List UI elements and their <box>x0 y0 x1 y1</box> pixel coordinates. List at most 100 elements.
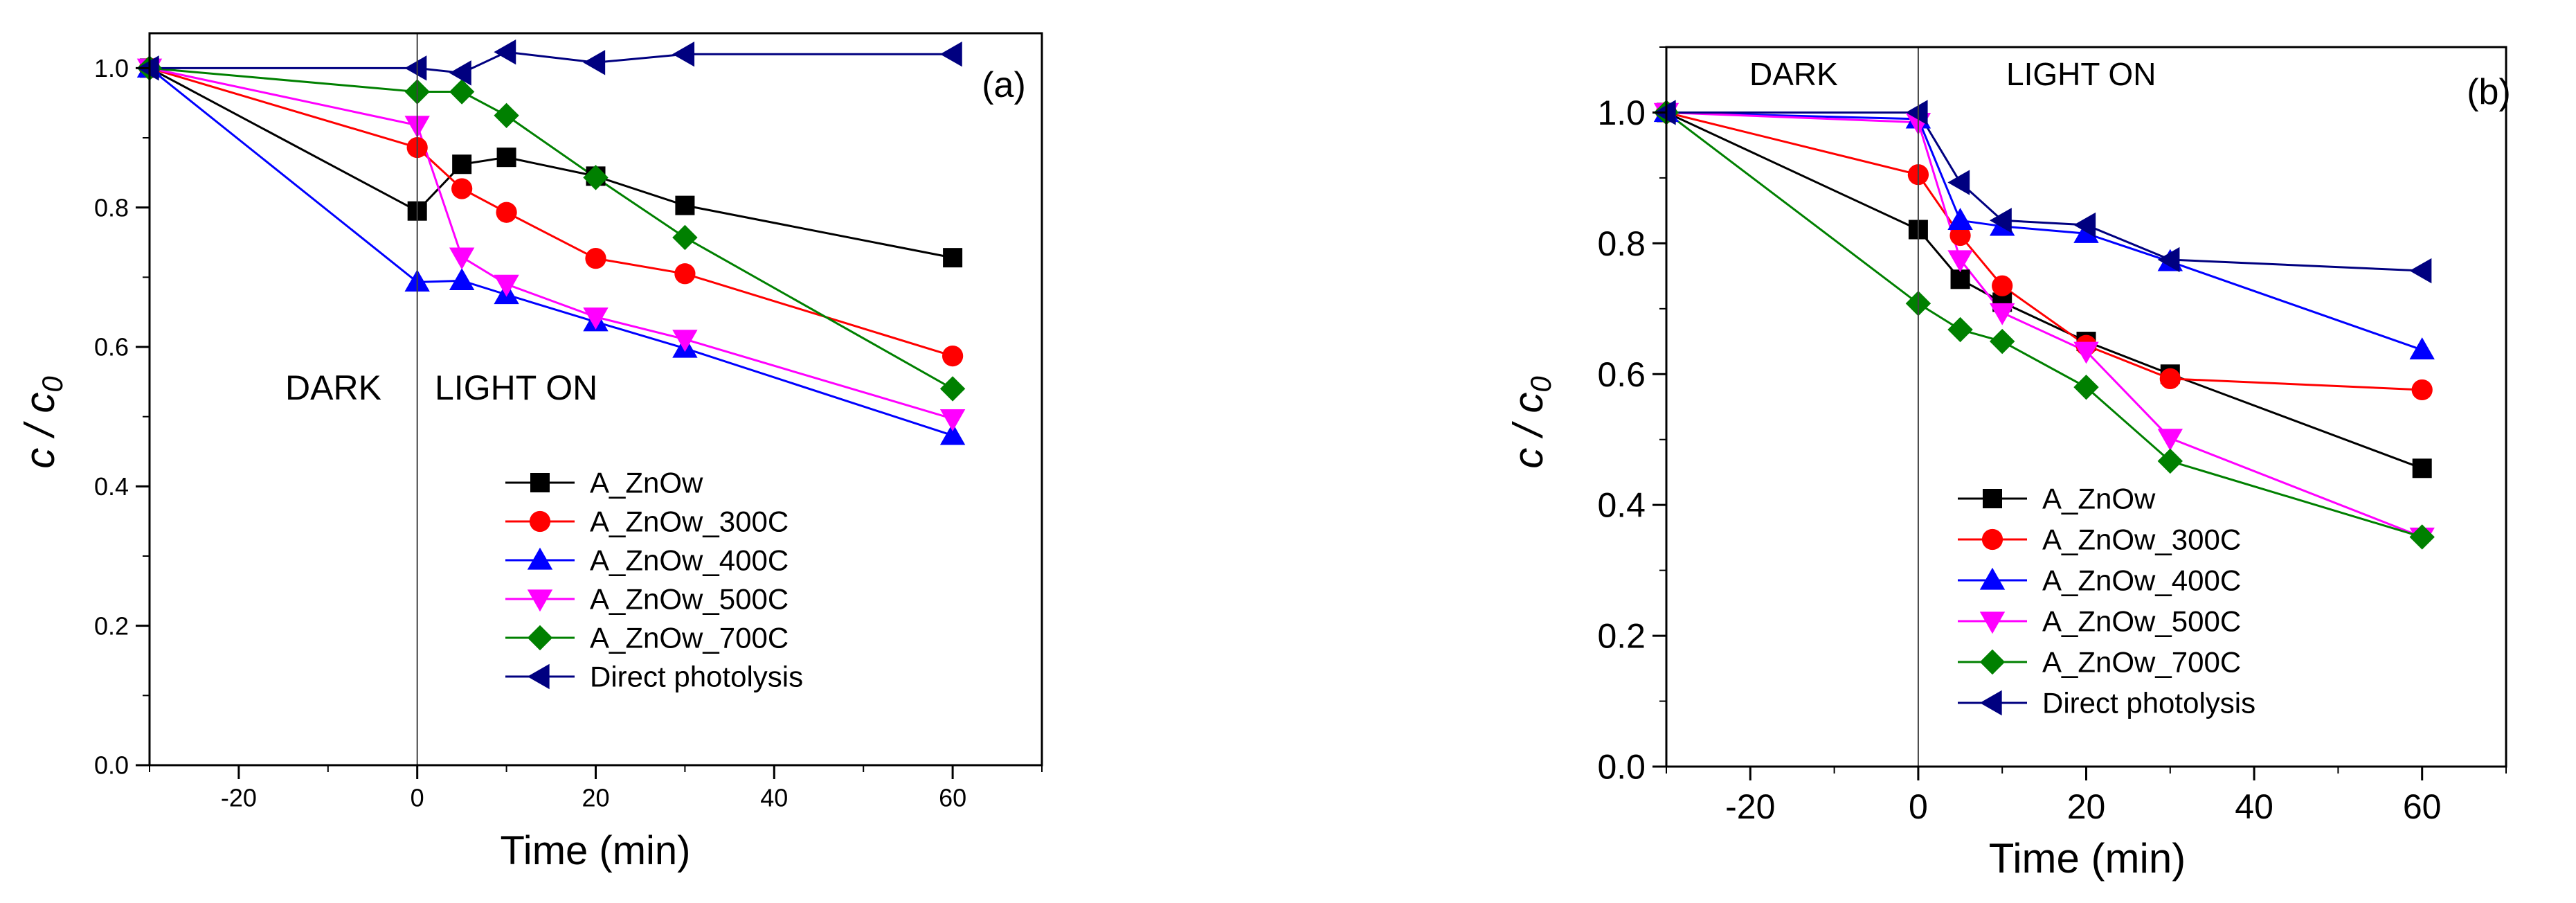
legend-label: A_ZnOw_500C <box>590 583 789 616</box>
data-point-a-znow <box>452 154 472 175</box>
legend-label: A_ZnOw <box>590 467 703 499</box>
series-line-a-znow-700c <box>1666 111 2423 538</box>
y-tick-label: 0.8 <box>1597 224 1646 263</box>
legend-entry-a-znow-400c: A_ZnOw_400C <box>505 544 789 577</box>
legend-entry-a-znow-300c: A_ZnOw_300C <box>1958 524 2241 556</box>
panel-a-ylabel-subscript: 0 <box>36 376 69 393</box>
data-point-direct-photolysis <box>449 60 471 86</box>
legend-entry-a-znow-500c: A_ZnOw_500C <box>1958 605 2241 638</box>
legend-marker <box>1979 567 2006 590</box>
series-line-a-znow-500c <box>149 66 953 420</box>
panel-b-plot-frame <box>1665 46 2507 768</box>
legend-entry-a-znow: A_ZnOw <box>505 467 703 499</box>
legend-label: A_ZnOw <box>2042 483 2156 515</box>
data-point-direct-photolysis <box>583 50 606 75</box>
data-point-a-znow-500c <box>583 307 609 330</box>
panel-b-light-label: LIGHT ON <box>2006 56 2156 92</box>
x-tick-label: -20 <box>1725 787 1775 826</box>
legend-label: A_ZnOw_400C <box>590 544 789 577</box>
y-tick-label: 0.6 <box>1597 355 1646 394</box>
panel-a-light-label: LIGHT ON <box>435 368 597 407</box>
panel-b-legend: A_ZnOw A_ZnOw_300C A_ZnOw_400C A_ZnOw_500C A… <box>1958 483 2255 719</box>
panel-a-xlabel: Time (min) <box>501 828 691 873</box>
x-tick-label: 20 <box>2067 787 2106 826</box>
legend-marker <box>527 589 553 612</box>
y-tick-label: 0.2 <box>1597 617 1646 656</box>
data-point-a-znow-700c <box>2409 524 2435 550</box>
data-point-a-znow-300c <box>942 345 964 367</box>
data-point-a-znow-700c <box>2073 374 2099 400</box>
data-point-a-znow <box>496 147 516 168</box>
data-point-direct-photolysis <box>494 39 516 65</box>
data-point-a-znow <box>1950 269 1970 289</box>
data-point-a-znow-300c <box>2411 379 2433 401</box>
panel-b-label: (b) <box>2467 72 2511 112</box>
data-point-direct-photolysis <box>404 55 427 81</box>
panel-b-ylabel-subscript: 0 <box>1524 376 1557 393</box>
data-point-direct-photolysis <box>1990 208 2012 233</box>
panel-b-axes: -20 0 20 40 60 0.0 0.2 0.4 0.6 0.8 1.0 <box>1597 46 2507 826</box>
legend-marker <box>1979 649 2006 675</box>
data-point-a-znow-300c <box>496 202 517 223</box>
series-line-direct-photolysis <box>150 51 953 74</box>
legend-label: A_ZnOw_400C <box>2042 564 2241 597</box>
x-tick-label: 0 <box>411 784 424 812</box>
y-tick-label: 0.4 <box>94 472 129 501</box>
data-point-a-znow-300c <box>1949 224 1971 247</box>
data-point-a-znow-700c <box>494 102 519 128</box>
y-tick-label: 0.6 <box>94 333 129 361</box>
x-tick-label: -20 <box>221 784 257 812</box>
y-tick-label: 1.0 <box>1597 93 1646 132</box>
panel-a-plot-frame <box>148 32 1043 767</box>
series-line-direct-photolysis <box>1666 111 2422 272</box>
data-point-a-znow-300c <box>585 248 606 269</box>
legend-marker <box>1979 611 2006 634</box>
x-tick-label: 60 <box>2403 787 2442 826</box>
data-point-a-znow-400c <box>449 268 475 291</box>
data-point-direct-photolysis <box>2409 258 2432 284</box>
legend-label: A_ZnOw_500C <box>2042 605 2241 638</box>
data-point-a-znow-500c <box>1990 303 2015 325</box>
data-point-a-znow-500c <box>939 409 966 431</box>
panel-a-dark-label: DARK <box>285 368 381 407</box>
panel-a-ylabel-main: c / c <box>17 393 63 469</box>
data-point-a-znow-300c <box>451 178 473 199</box>
legend-entry-direct-photolysis: Direct photolysis <box>505 661 803 693</box>
legend-label: Direct photolysis <box>590 661 803 693</box>
data-point-a-znow <box>943 248 963 268</box>
legend-entry-a-znow-400c: A_ZnOw_400C <box>1958 564 2241 597</box>
legend-label: Direct photolysis <box>2042 687 2255 719</box>
data-point-a-znow-500c <box>449 247 475 270</box>
panel-a-label: (a) <box>982 65 1026 105</box>
y-tick-label: 0.0 <box>94 751 129 780</box>
legend-marker <box>1981 528 2003 551</box>
data-point-direct-photolysis <box>1947 170 1970 195</box>
legend-entry-a-znow-700c: A_ZnOw_700C <box>505 622 789 654</box>
legend-entry-a-znow: A_ZnOw <box>1958 483 2156 515</box>
x-tick-label: 40 <box>760 784 788 812</box>
data-point-a-znow <box>2412 458 2432 479</box>
series-line-a-znow-700c <box>149 66 953 390</box>
data-point-a-znow-700c <box>1947 316 1973 343</box>
panel-b-series <box>1653 100 2435 550</box>
data-point-a-znow-500c <box>494 274 519 297</box>
data-point-a-znow-700c <box>1990 328 2015 355</box>
series-line-a-znow <box>149 67 953 259</box>
series-line-a-znow-400c <box>1666 111 2423 351</box>
panel-b-dark-label: DARK <box>1749 56 1838 92</box>
series-line-a-znow-300c <box>1666 111 2422 391</box>
data-point-direct-photolysis <box>2157 247 2180 273</box>
x-tick-label: 60 <box>939 784 966 812</box>
legend-marker <box>529 510 551 533</box>
data-point-a-znow-300c <box>2159 368 2181 390</box>
data-point-a-znow-400c <box>1947 208 1973 230</box>
panel-b-ylabel: c / c0 <box>1505 376 1557 469</box>
series-line-a-znow <box>1666 111 2423 470</box>
legend-marker <box>527 663 550 690</box>
legend-marker <box>1983 489 2002 508</box>
data-point-direct-photolysis <box>939 42 962 67</box>
data-point-a-znow-300c <box>1992 275 2013 296</box>
legend-marker <box>527 625 553 651</box>
legend-marker <box>1979 690 2002 716</box>
